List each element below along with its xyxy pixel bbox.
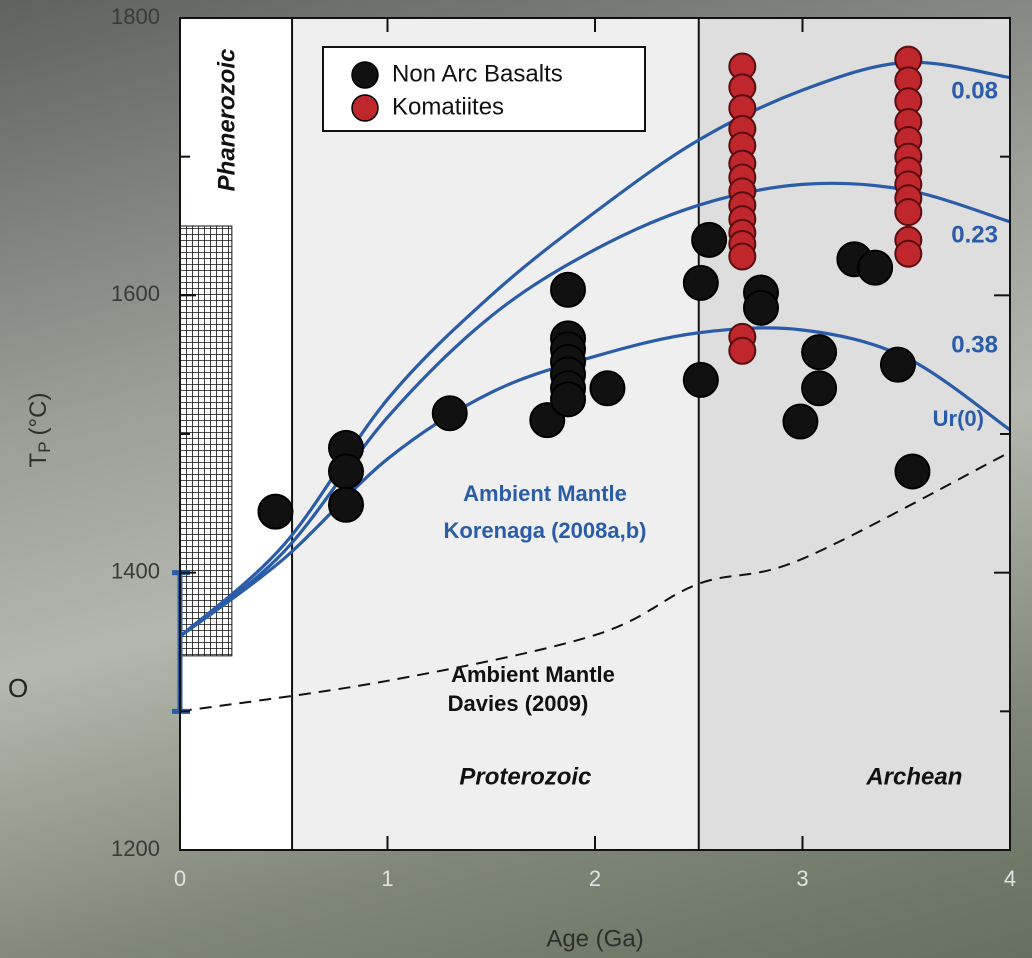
x-tick-label: 2 xyxy=(589,866,601,891)
legend-label: Komatiites xyxy=(392,93,504,120)
legend: Non Arc Basalts Komatiites xyxy=(322,46,646,132)
basalt-point xyxy=(328,486,364,523)
basalt-point xyxy=(857,249,894,286)
legend-label: Non Arc Basalts xyxy=(392,60,563,87)
basalt-point xyxy=(589,370,626,407)
basalt-point xyxy=(550,381,587,418)
curve-label: 0.38 xyxy=(951,331,998,358)
basalt-point xyxy=(431,395,468,432)
era-label: Proterozoic xyxy=(459,763,591,790)
curve-label: 0.08 xyxy=(951,77,998,104)
basalt-point xyxy=(328,453,364,490)
basalt-point xyxy=(801,370,838,407)
legend-swatch xyxy=(351,94,379,122)
annotation: Korenaga (2008a,b) xyxy=(444,518,647,543)
annotation: Ambient Mantle xyxy=(463,481,627,506)
basalt-point xyxy=(691,221,728,258)
annotation: Ambient Mantle xyxy=(451,662,615,687)
basalt-point xyxy=(743,289,779,326)
y-tick-label: 1600 xyxy=(111,281,160,306)
basalt-point xyxy=(782,403,819,440)
annotation: O xyxy=(8,673,28,703)
basalt-point xyxy=(879,346,916,383)
komatiite-point xyxy=(894,239,923,268)
plot-area: Phanerozoic Proterozoic Archean 0.08 0.23 0.3… xyxy=(111,4,1016,891)
legend-swatch xyxy=(351,61,379,89)
curve-label: 0.23 xyxy=(951,221,998,248)
basalt-point xyxy=(894,453,931,490)
y-axis-label: TP (°C) xyxy=(25,393,54,468)
basalt-point xyxy=(257,493,294,530)
y-label-unit: (°C) xyxy=(25,393,52,436)
y-label-main: T xyxy=(25,452,52,467)
era-label: Phanerozoic xyxy=(213,49,240,192)
basalt-point xyxy=(550,271,587,308)
hatched-range xyxy=(179,225,233,657)
annotation: Ur(0) xyxy=(933,406,984,431)
model-curve xyxy=(180,60,1010,638)
x-tick-label: 3 xyxy=(796,866,808,891)
basalt-point xyxy=(682,361,719,398)
komatiite-point xyxy=(894,198,923,227)
basalt-point xyxy=(682,264,719,301)
annotation: Davies (2009) xyxy=(448,691,589,716)
era-band xyxy=(292,18,699,850)
x-tick-label: 4 xyxy=(1004,866,1016,891)
y-tick-label: 1400 xyxy=(111,558,160,583)
y-tick-label: 1200 xyxy=(111,836,160,861)
x-axis-label: Age (Ga) xyxy=(546,925,643,952)
model-curve xyxy=(180,181,1010,638)
era-label: Archean xyxy=(865,763,962,790)
x-tick-label: 0 xyxy=(174,866,186,891)
y-label-sub: P xyxy=(35,441,54,452)
basalt-point xyxy=(801,334,838,371)
y-tick-label: 1800 xyxy=(111,4,160,29)
x-tick-label: 1 xyxy=(381,866,393,891)
komatiite-point xyxy=(728,336,757,365)
legend-box xyxy=(322,46,646,132)
komatiite-point xyxy=(728,242,757,271)
dashed-curve xyxy=(180,451,1010,713)
model-curve xyxy=(180,326,1010,638)
